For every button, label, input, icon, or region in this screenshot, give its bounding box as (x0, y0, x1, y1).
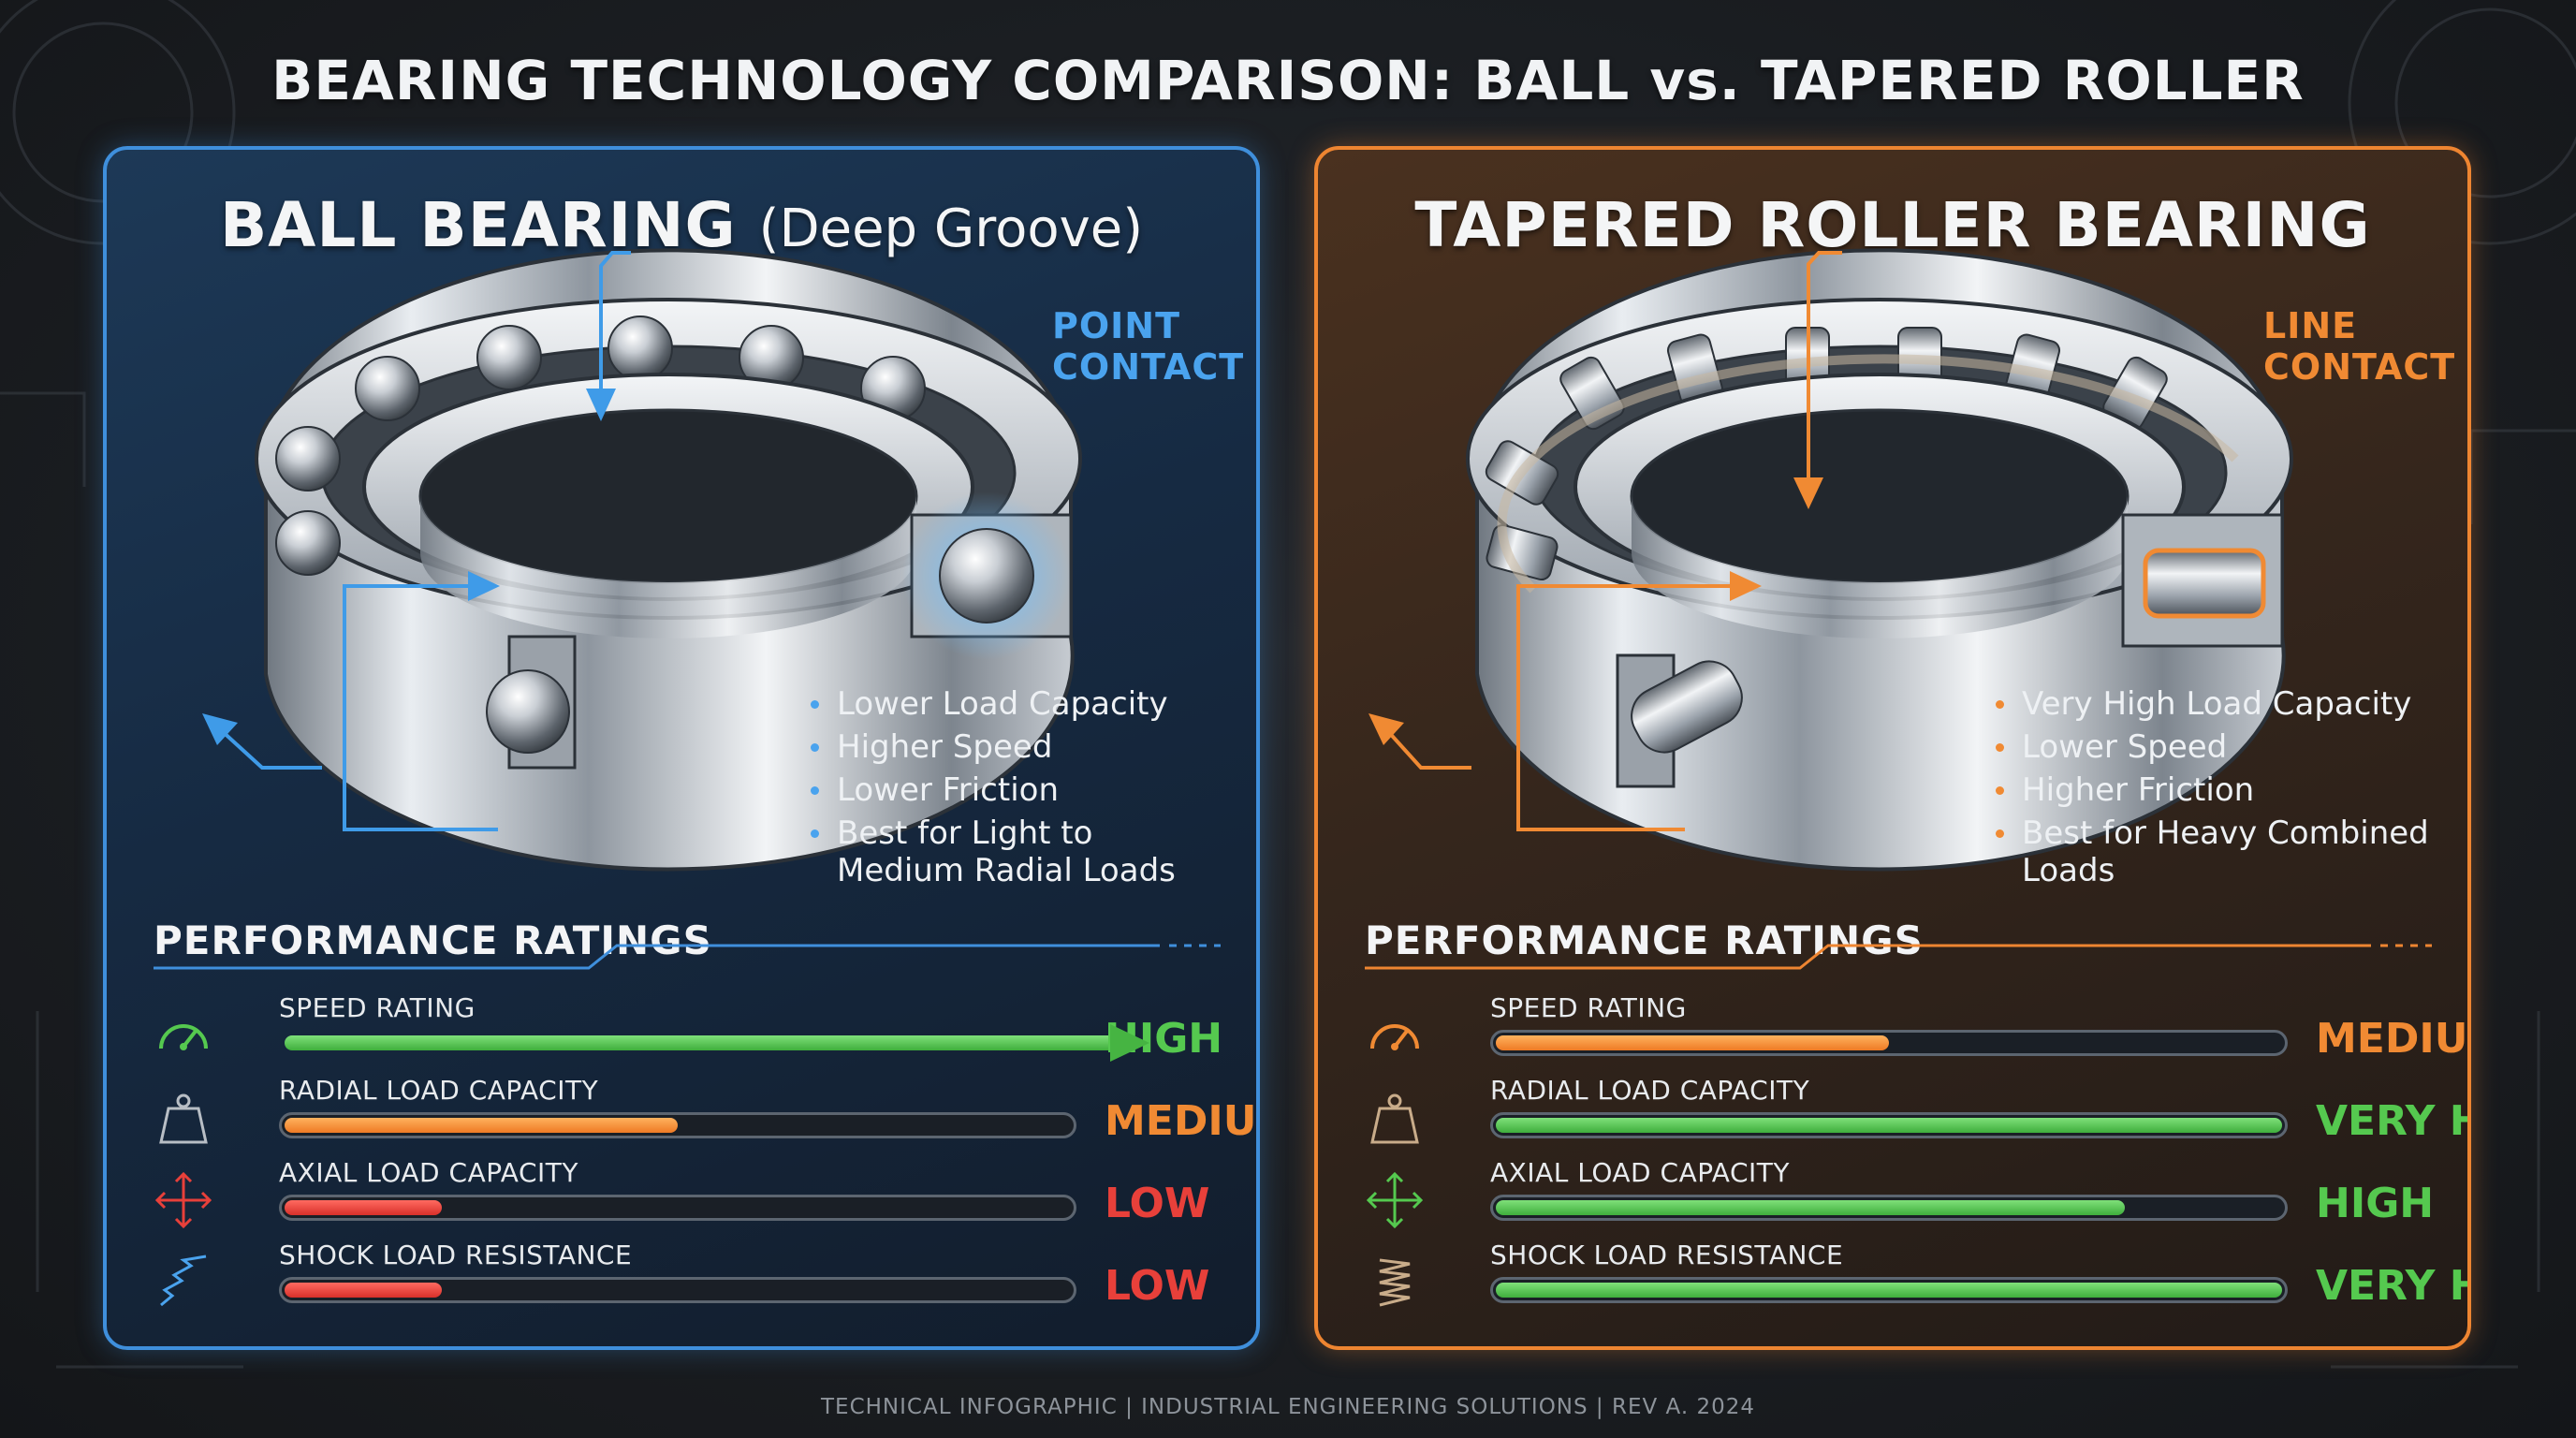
feature-item: Best for Heavy Combined Loads (1994, 814, 2434, 889)
rating-track (1490, 1112, 2288, 1138)
feature-item: Higher Friction (1994, 771, 2434, 809)
rating-label: AXIAL LOAD CAPACITY (279, 1157, 578, 1188)
rating-track (279, 1277, 1076, 1303)
speed-arrowhead (1110, 1024, 1149, 1062)
rating-fill (1496, 1035, 1889, 1050)
rating-value: HIGH (2316, 1180, 2435, 1227)
ball-performance-heading: PERFORMANCE RATINGS (154, 917, 712, 963)
rating-fill (1496, 1200, 2125, 1215)
rating-value: VERY HIGH (2316, 1262, 2467, 1310)
rating-label: RADIAL LOAD CAPACITY (1490, 1075, 1810, 1106)
tapered-performance-heading: PERFORMANCE RATINGS (1365, 917, 1924, 963)
rating-track (279, 1030, 1127, 1056)
tapered-roller-illustration (1368, 248, 2293, 872)
main-title: BEARING TECHNOLOGY COMPARISON: BALL vs. … (271, 49, 2305, 112)
feature-item: Higher Speed (809, 728, 1221, 766)
rating-fill (1496, 1283, 2282, 1298)
rating-value: MEDIUM (1105, 1097, 1257, 1145)
tapered-roller-panel: TAPERED ROLLER BEARING (1314, 146, 2471, 1350)
line-contact-line-1: LINE (2263, 305, 2358, 346)
rating-label: SHOCK LOAD RESISTANCE (1490, 1240, 1844, 1270)
feature-item: Lower Load Capacity (809, 685, 1221, 723)
ball-rating-radial: RADIAL LOAD CAPACITY MEDIUM (154, 1075, 1256, 1150)
feature-item: Very High Load Capacity (1994, 685, 2434, 723)
rating-fill (1496, 1118, 2282, 1133)
tapered-roller-features: Very High Load Capacity Lower Speed High… (1994, 685, 2434, 895)
rating-track (1490, 1277, 2288, 1303)
rating-label: SPEED RATING (1490, 992, 1687, 1023)
axial-arrows-icon (1366, 1171, 1424, 1229)
feature-item: Lower Friction (809, 771, 1221, 809)
spring-icon (1379, 1258, 1411, 1307)
rating-value: LOW (1105, 1262, 1210, 1310)
tapered-rating-axial: AXIAL LOAD CAPACITY HIGH (1365, 1157, 2435, 1232)
ball-bearing-illustration (202, 248, 1082, 872)
rating-value: VERY HIGH (2316, 1097, 2467, 1145)
weight-icon (1370, 1093, 1419, 1144)
speedometer-icon (159, 1024, 208, 1050)
tapered-rating-speed: SPEED RATING MEDIUM (1365, 992, 2467, 1067)
rating-value: LOW (1105, 1180, 1210, 1227)
ball-bearing-panel: BALL BEARING (Deep Groove) (103, 146, 1260, 1350)
feature-item: Best for Light to Medium Radial Loads (809, 814, 1221, 889)
rating-label: RADIAL LOAD CAPACITY (279, 1075, 599, 1106)
rating-track (1490, 1030, 2288, 1056)
rating-fill (285, 1118, 678, 1133)
feature-item: Lower Speed (1994, 728, 2434, 766)
rating-fill (285, 1283, 442, 1298)
tapered-rating-shock: SHOCK LOAD RESISTANCE VERY HIGH (1365, 1240, 2467, 1314)
ball-bearing-title-sub: (Deep Groove) (758, 198, 1144, 259)
tapered-rating-radial: RADIAL LOAD CAPACITY VERY HIGH (1365, 1075, 2467, 1150)
point-contact-line-1: POINT (1052, 305, 1181, 346)
ball-rating-speed: SPEED RATING HIGH (154, 992, 1222, 1067)
rating-label: SHOCK LOAD RESISTANCE (279, 1240, 633, 1270)
ball-rating-shock: SHOCK LOAD RESISTANCE LOW (154, 1240, 1221, 1314)
ball-bearing-features: Lower Load Capacity Higher Speed Lower F… (809, 685, 1221, 895)
ball-rating-axial: AXIAL LOAD CAPACITY LOW (154, 1157, 1221, 1232)
line-contact-callout: LINE CONTACT (2263, 305, 2455, 388)
rating-fill (285, 1200, 442, 1215)
point-contact-callout: POINT CONTACT (1052, 305, 1244, 388)
axial-arrows-icon (154, 1171, 212, 1229)
spring-icon (160, 1255, 207, 1307)
rating-label: AXIAL LOAD CAPACITY (1490, 1157, 1790, 1188)
footer-credit: TECHNICAL INFOGRAPHIC | INDUSTRIAL ENGIN… (820, 1395, 1756, 1419)
rating-track (279, 1195, 1076, 1221)
weight-icon (159, 1093, 208, 1144)
rating-track (1490, 1195, 2288, 1221)
rating-value: MEDIUM (2316, 1015, 2468, 1063)
rating-track (279, 1112, 1076, 1138)
rating-label: SPEED RATING (279, 992, 476, 1023)
line-contact-line-2: CONTACT (2263, 346, 2456, 388)
point-contact-line-2: CONTACT (1052, 346, 1245, 388)
rating-fill (285, 1035, 1127, 1050)
speedometer-icon (1370, 1024, 1419, 1050)
